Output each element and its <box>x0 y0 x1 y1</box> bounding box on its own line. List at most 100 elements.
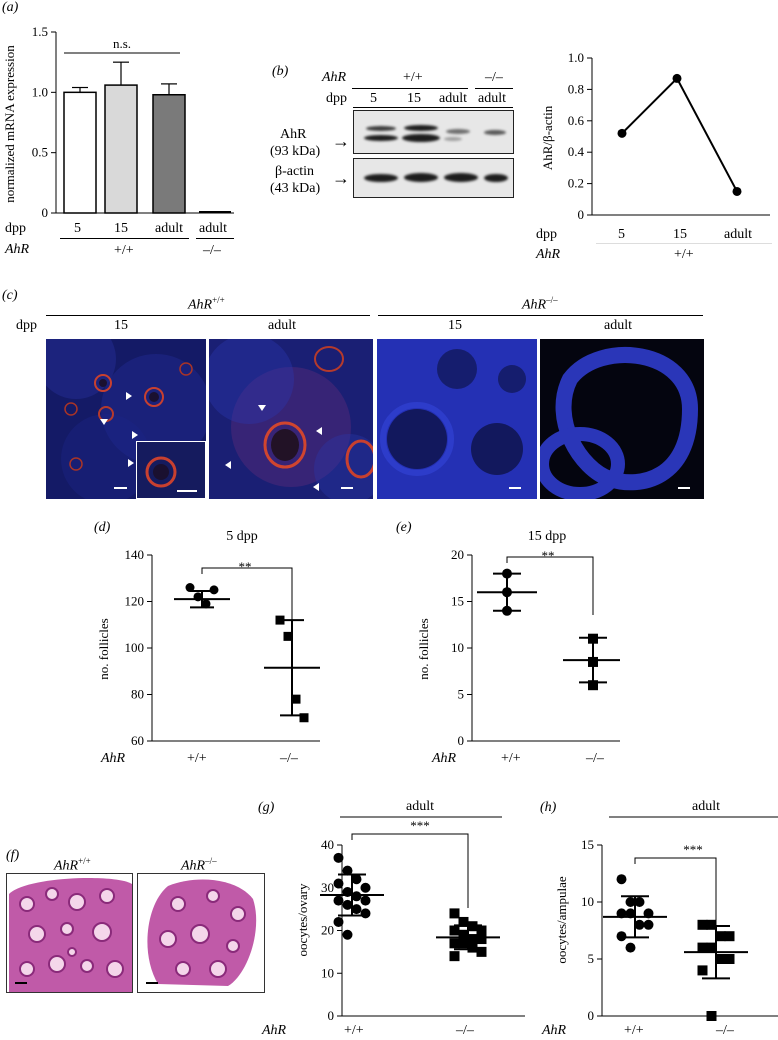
b-arrow-actin: → <box>332 168 350 188</box>
data-point <box>333 878 344 889</box>
b-chart-dpp-label: dpp <box>536 227 557 242</box>
a-cat-adult-ko: adult <box>199 221 227 236</box>
panel-letter-f: (f) <box>6 848 20 863</box>
panel-letter-e: (e) <box>396 520 412 535</box>
data-point <box>185 583 195 593</box>
data-point <box>360 908 371 919</box>
b-chart-cat-adult: adult <box>724 227 752 242</box>
chart-e: 15 dpp no. follicles 0 5 10 15 20 ** <box>416 529 620 748</box>
ylabel-h: oocytes/ampulae <box>554 876 569 964</box>
c-ko-bracket <box>378 315 703 316</box>
e-y-tick-label: 15 <box>451 594 464 609</box>
micrograph-ko-15dpp <box>377 339 537 499</box>
annotation-d: ** <box>239 559 252 574</box>
panel-letter-g: (g) <box>258 800 275 815</box>
data-point <box>634 897 645 907</box>
data-point <box>333 895 344 906</box>
e-y-tick-label: 5 <box>458 687 465 702</box>
b-chart-ahr-label: AhR <box>536 247 561 262</box>
c-col-adult-wt: adult <box>268 318 296 333</box>
b-chart-wt-label: +/+ <box>674 247 694 262</box>
data-point <box>299 713 309 723</box>
data-point <box>283 631 293 641</box>
data-point <box>342 899 353 910</box>
bar <box>152 93 186 214</box>
f-ko-label: AhR–/– <box>181 856 217 874</box>
b-lane-adult: adult <box>439 91 467 106</box>
a-cat-5: 5 <box>74 221 81 236</box>
data-point <box>697 919 708 930</box>
plot-h: 0 5 10 15 <box>581 837 778 1023</box>
data-point <box>617 128 627 138</box>
d-y-tick-label: 60 <box>131 733 144 748</box>
ylabel-a: normalized mRNA expression <box>2 45 17 203</box>
c-col-adult-ko: adult <box>604 318 632 333</box>
data-point <box>724 931 735 942</box>
a-wt-bracket <box>60 238 189 239</box>
d-y-tick-label: 80 <box>131 687 144 702</box>
chart-b: AhR/β-actin 0 0.2 0.4 0.6 0.8 1.0 <box>540 50 770 222</box>
data-point <box>634 919 645 930</box>
data-point <box>697 942 708 953</box>
b-ahr-label: AhR <box>322 70 347 85</box>
d-y-tick-label: 100 <box>125 640 145 655</box>
data-point <box>476 925 487 936</box>
data-point <box>715 931 726 942</box>
e-y-tick-label: 20 <box>451 547 464 562</box>
annotation-h: *** <box>683 842 703 857</box>
e-y-tick-label: 10 <box>451 640 464 655</box>
data-point <box>467 942 478 953</box>
data-point <box>476 946 487 957</box>
title-g: adult <box>406 799 434 814</box>
data-point <box>672 73 682 83</box>
data-point <box>706 1011 717 1021</box>
g-y-tick-label: 20 <box>321 923 334 938</box>
b-ahr-band-label: AhR <box>280 127 307 142</box>
chart-d: 5 dpp no. follicles 60 80 100 120 140 ** <box>96 529 320 748</box>
b-lane-divider <box>353 107 513 108</box>
ylabel-g: oocytes/ovary <box>295 883 310 956</box>
g-cat-wt: +/+ <box>344 1023 364 1038</box>
c-wt-bracket <box>46 315 370 316</box>
data-point <box>360 882 371 893</box>
panel-letter-b: (b) <box>272 64 289 79</box>
data-point <box>360 895 371 906</box>
annotation-e: ** <box>542 548 555 563</box>
d-cat-ko: –/– <box>280 751 298 766</box>
data-point <box>458 938 469 949</box>
b-ahr-kda: (93 kDa) <box>270 144 321 159</box>
blot-ahr <box>353 110 514 154</box>
b-chart-cat-5: 5 <box>618 227 625 242</box>
title-e: 15 dpp <box>528 529 567 544</box>
b-wt-bracket <box>352 88 468 89</box>
d-y-tick-label: 120 <box>125 594 145 609</box>
h-y-tick-label: 5 <box>588 951 595 966</box>
b-actin-band-label: β-actin <box>275 164 314 179</box>
b-ko-label: –/– <box>485 70 503 85</box>
micrograph-wt-adult <box>209 339 373 499</box>
d-cat-wt: +/+ <box>187 751 207 766</box>
line-b <box>617 73 742 196</box>
title-d: 5 dpp <box>226 529 258 544</box>
micrograph-wt-15dpp <box>46 339 206 499</box>
c-col-15-ko: 15 <box>448 318 462 333</box>
a-cat-adult: adult <box>155 221 183 236</box>
b-lane-adult-ko: adult <box>478 91 506 106</box>
data-point <box>732 186 742 196</box>
a-ko-label: –/– <box>203 243 221 258</box>
axis-b: 0 0.2 0.4 0.6 0.8 1.0 <box>568 50 770 222</box>
data-point <box>342 865 353 876</box>
b-y-tick-label: 0.6 <box>568 113 585 128</box>
e-cat-wt: +/+ <box>501 751 521 766</box>
data-point <box>697 965 708 976</box>
a-y-tick-label: 0 <box>42 205 49 220</box>
a-cat-15: 15 <box>114 221 128 236</box>
c-dpp-label: dpp <box>16 318 37 333</box>
he-section-wt <box>6 873 133 993</box>
b-ko-bracket <box>475 88 513 89</box>
data-point <box>724 954 735 964</box>
plot-d: 60 80 100 120 140 <box>125 547 320 748</box>
ns-annotation: n.s. <box>113 36 131 51</box>
h-cat-ko: –/– <box>716 1023 734 1038</box>
significance-bracket <box>201 567 293 660</box>
